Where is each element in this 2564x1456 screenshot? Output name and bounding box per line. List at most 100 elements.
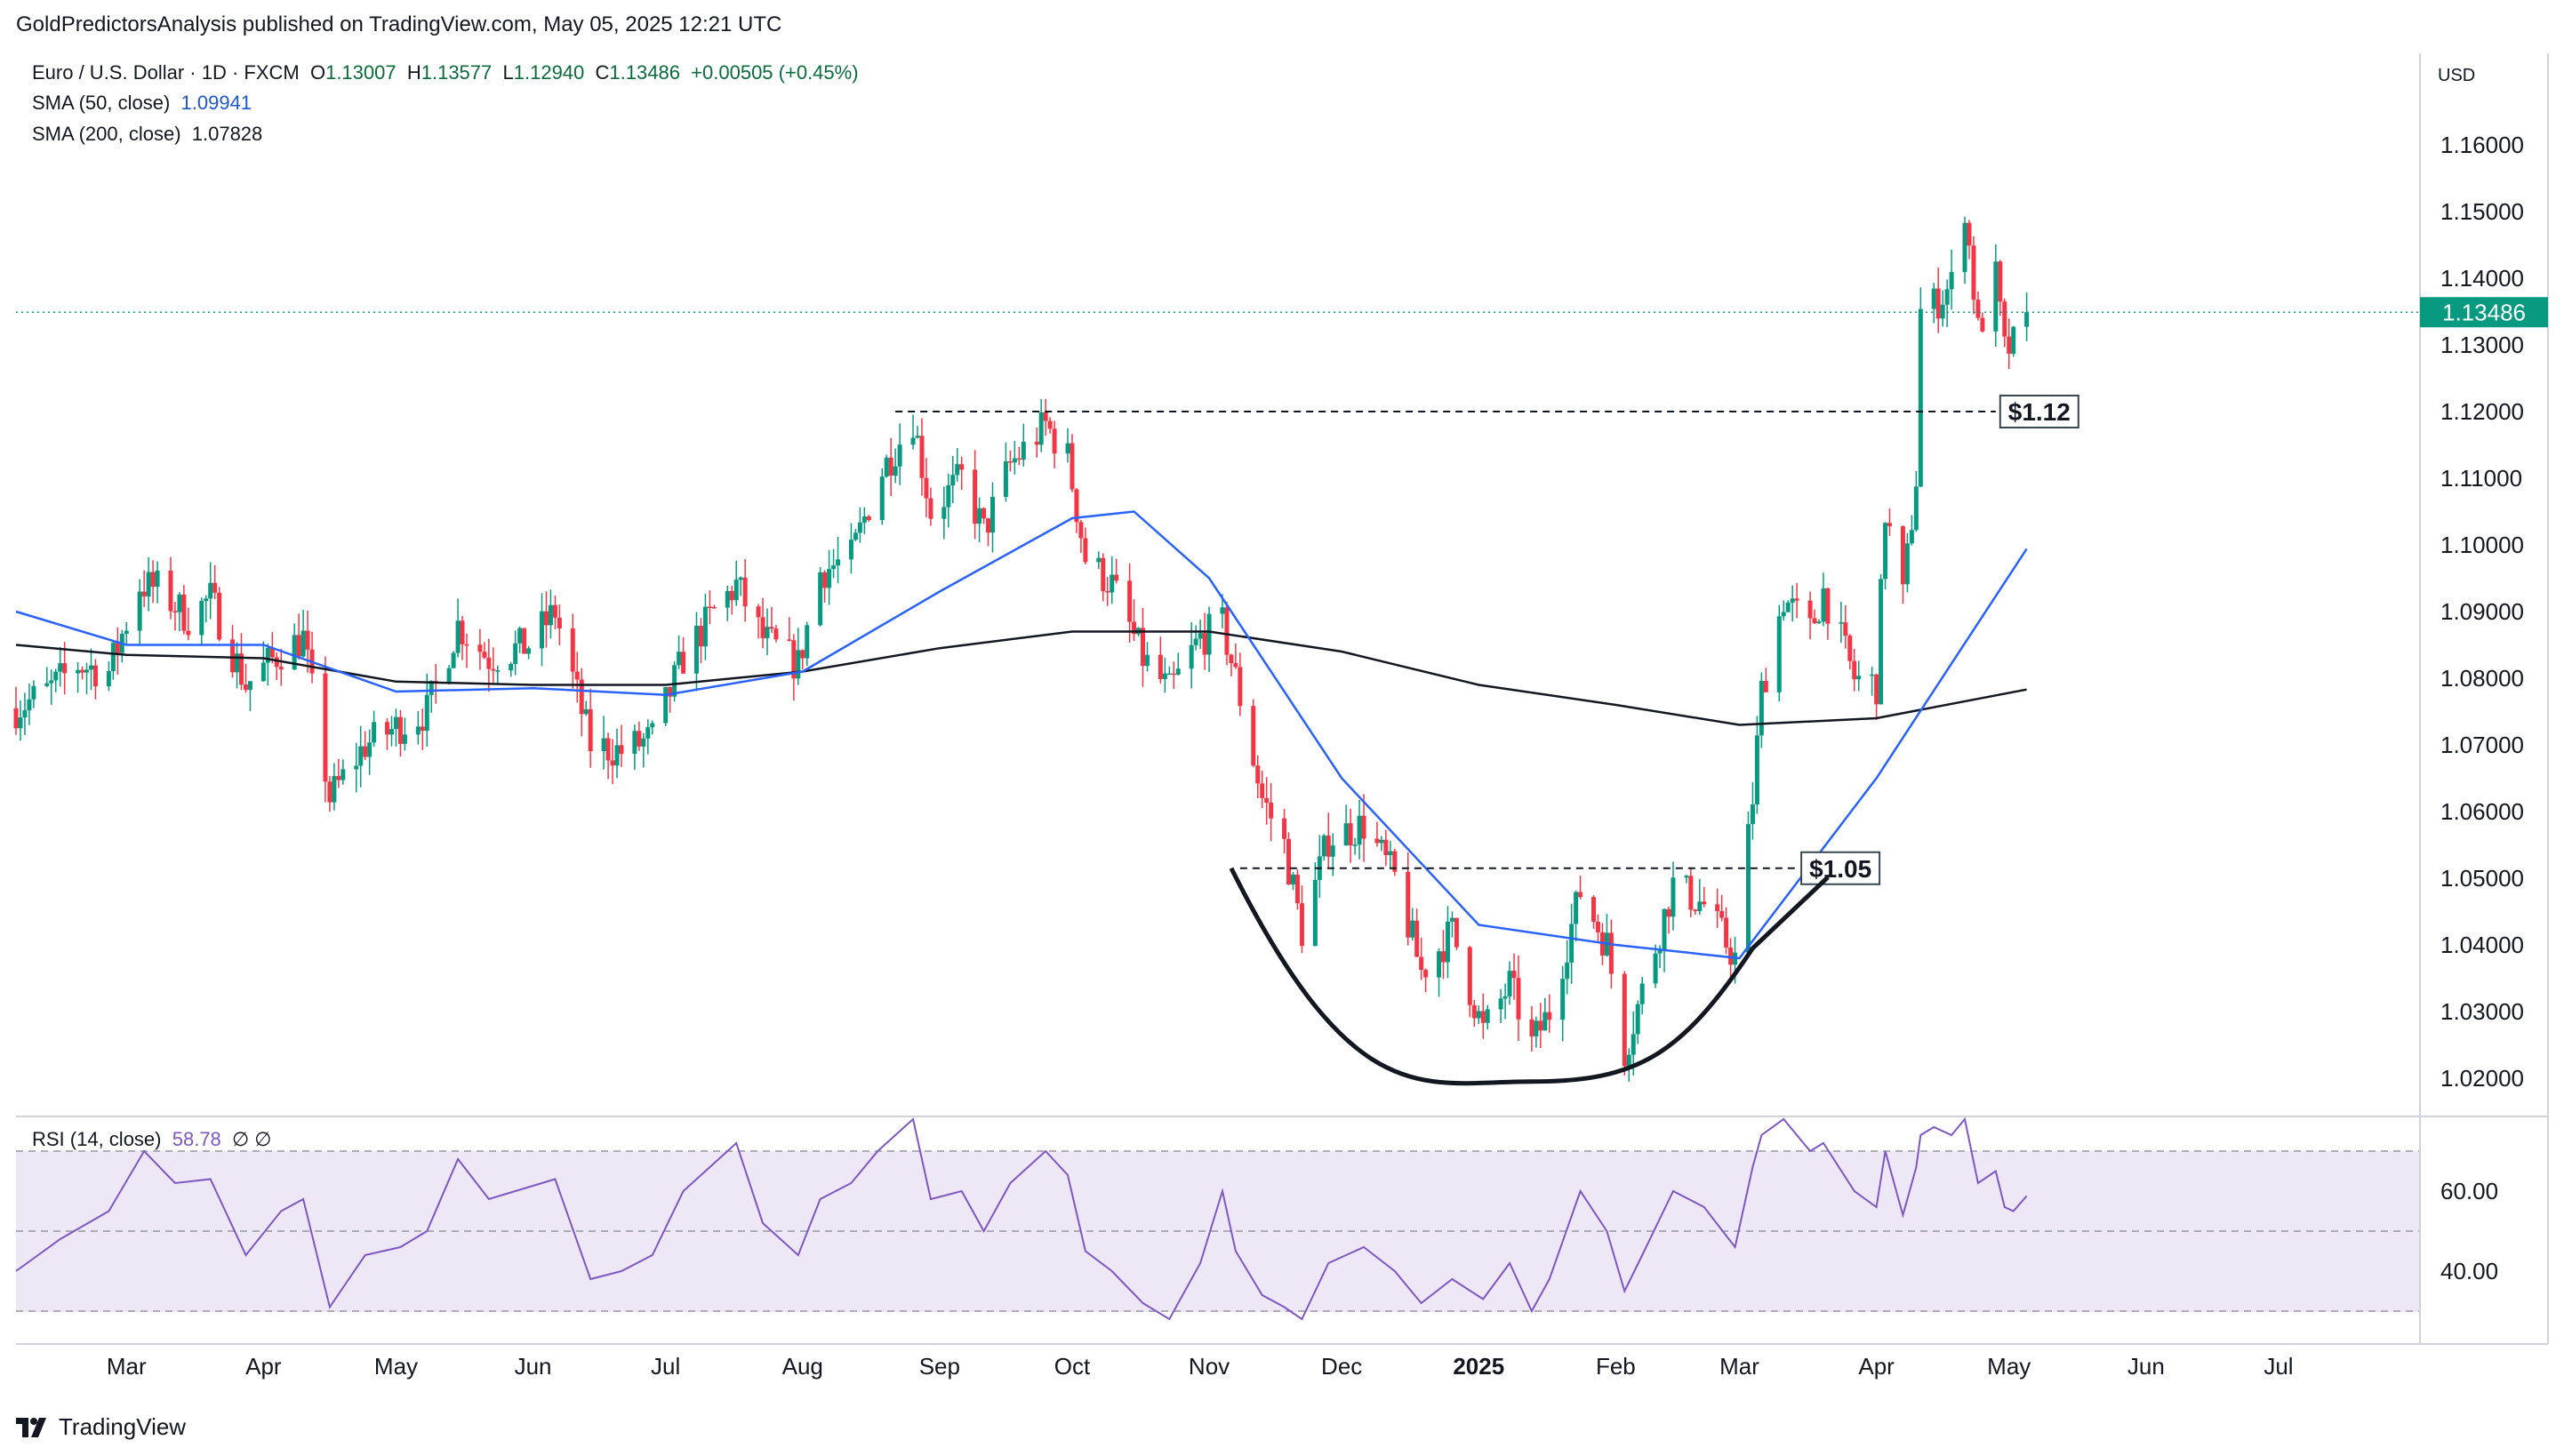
candle-body xyxy=(269,648,275,658)
sma50-label: SMA (50, close) xyxy=(32,92,171,114)
candle-body xyxy=(1175,668,1181,675)
candle-body xyxy=(1697,901,1703,911)
candle-body xyxy=(177,594,182,612)
candle-body xyxy=(641,738,646,747)
candle-body xyxy=(973,469,978,524)
candle-body xyxy=(1419,956,1424,971)
candle-body xyxy=(672,665,677,697)
price-tick-label: 1.06000 xyxy=(2440,798,2524,825)
candle-body xyxy=(1224,607,1230,655)
time-tick-label: May xyxy=(374,1353,418,1380)
price-tick-label: 1.14000 xyxy=(2440,265,2524,292)
candle-body xyxy=(1763,680,1768,692)
candle-body xyxy=(614,745,620,766)
candle-body xyxy=(243,684,248,691)
candle-body xyxy=(1282,818,1287,839)
candle-body xyxy=(1666,908,1671,917)
candle-body xyxy=(1437,951,1442,978)
candle-body xyxy=(1047,420,1053,429)
candle-body xyxy=(1745,824,1751,953)
candle-body xyxy=(513,643,518,664)
sma200-line xyxy=(15,630,2027,726)
candle-body xyxy=(1879,579,1884,705)
candle-body xyxy=(1065,443,1070,454)
candle-body xyxy=(155,570,160,588)
candle-body xyxy=(711,607,717,609)
candle-body xyxy=(141,591,147,596)
candle-body xyxy=(1913,486,1919,531)
price-tick-label: 1.13000 xyxy=(2440,332,2524,358)
candle-body xyxy=(1794,598,1799,601)
candle-body xyxy=(1790,598,1795,603)
sma200-label: SMA (200, close) xyxy=(32,123,181,145)
rsi-legend: RSI (14, close) 58.78 ∅ ∅ xyxy=(32,1128,271,1151)
tradingview-brand[interactable]: TradingView xyxy=(16,1413,186,1441)
candle-body xyxy=(1016,458,1022,460)
candle-body xyxy=(1480,1011,1486,1023)
candle-body xyxy=(579,679,584,715)
sma50-line xyxy=(15,510,2028,960)
resistance-label-box[interactable] xyxy=(1999,395,2079,428)
candle-body xyxy=(1198,633,1203,639)
currency-label[interactable]: USD xyxy=(2438,66,2476,85)
sma200-value: 1.07828 xyxy=(191,123,263,145)
candle-body xyxy=(574,671,580,680)
time-tick-label: Oct xyxy=(1054,1353,1091,1380)
candle-body xyxy=(1909,530,1914,544)
neckline-label-box[interactable] xyxy=(1800,851,1881,885)
candle-body xyxy=(1101,557,1106,592)
candle-body xyxy=(296,635,301,657)
candle-body xyxy=(76,669,81,674)
candle-body xyxy=(650,723,655,728)
candle-body xyxy=(552,604,557,618)
close-label: C xyxy=(595,61,610,84)
candle-body xyxy=(372,722,377,743)
candle-body xyxy=(1410,920,1415,938)
candle-body xyxy=(773,628,779,640)
candle-body xyxy=(363,746,368,757)
candle-body xyxy=(1975,300,1981,318)
candle-body xyxy=(217,592,222,640)
candle-body xyxy=(557,617,562,628)
candle-body xyxy=(884,457,889,477)
candle-body xyxy=(645,727,651,739)
candle-body xyxy=(1702,901,1707,905)
candle-body xyxy=(168,570,173,612)
rsi-label: RSI (14, close) xyxy=(32,1128,162,1150)
candle-body xyxy=(742,577,748,607)
candle-body xyxy=(769,627,774,629)
candle-body xyxy=(601,738,606,752)
candle-body xyxy=(181,594,187,631)
candle-body xyxy=(300,630,306,657)
candle-body xyxy=(1949,272,1954,290)
candle-body xyxy=(1839,622,1844,624)
candle-body xyxy=(2011,326,2016,354)
current-price-badge xyxy=(2420,297,2548,328)
candle-body xyxy=(1870,674,1875,676)
cup-pattern-curve[interactable] xyxy=(1229,867,1830,1086)
candle-body xyxy=(888,457,893,476)
candle-body xyxy=(1511,971,1517,979)
candle-body xyxy=(1206,613,1212,655)
candle-body xyxy=(49,680,54,684)
candle-body xyxy=(818,572,823,626)
candle-body xyxy=(693,625,699,674)
candle-body xyxy=(1264,797,1270,803)
candle-body xyxy=(239,653,244,685)
publisher-line: GoldPredictorsAnalysis published on Trad… xyxy=(16,12,782,36)
candle-body xyxy=(1114,574,1119,581)
candle-body xyxy=(235,653,240,673)
candle-body xyxy=(110,643,116,672)
candle-body xyxy=(1883,523,1888,580)
candle-body xyxy=(1096,557,1102,563)
candle-body xyxy=(632,731,637,755)
candle-body xyxy=(729,590,734,601)
time-tick-label: Nov xyxy=(1189,1353,1230,1380)
open-label: O xyxy=(309,61,326,84)
candle-body xyxy=(1653,953,1658,984)
candle-body xyxy=(522,628,527,654)
price-tick-label: 1.05000 xyxy=(2440,865,2524,892)
candle-body xyxy=(1684,876,1689,878)
candle-body xyxy=(805,625,810,659)
